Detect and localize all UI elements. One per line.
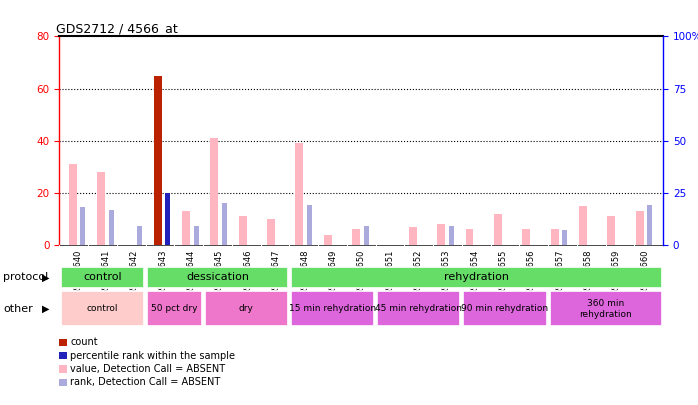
Text: rehydration: rehydration [444, 273, 509, 282]
Text: GDS2712 / 4566_at: GDS2712 / 4566_at [57, 22, 178, 35]
Bar [647, 205, 653, 245]
Text: 45 min rehydration: 45 min rehydration [376, 304, 462, 313]
Text: 15 min rehydration: 15 min rehydration [289, 304, 376, 313]
Text: value, Detection Call = ABSENT: value, Detection Call = ABSENT [70, 364, 225, 374]
Bar [562, 230, 567, 245]
Bar [291, 267, 662, 288]
Text: ▶: ▶ [42, 304, 49, 314]
Text: rank, Detection Call = ABSENT: rank, Detection Call = ABSENT [70, 377, 221, 387]
Text: ▶: ▶ [42, 273, 49, 282]
Text: control: control [83, 273, 121, 282]
Bar [239, 216, 246, 245]
Text: other: other [3, 304, 34, 314]
Bar [68, 164, 77, 245]
Bar [165, 193, 170, 245]
Bar [579, 206, 587, 245]
Bar [193, 226, 199, 245]
Text: 50 pct dry: 50 pct dry [151, 304, 198, 313]
Text: dessication: dessication [186, 273, 249, 282]
Text: protocol: protocol [3, 273, 49, 282]
Text: count: count [70, 337, 98, 347]
Bar [449, 226, 454, 245]
Bar [291, 292, 374, 326]
Bar [295, 143, 304, 245]
Bar [636, 211, 644, 245]
Bar [409, 227, 417, 245]
Bar [267, 219, 275, 245]
Bar [97, 172, 105, 245]
Text: percentile rank within the sample: percentile rank within the sample [70, 351, 235, 360]
Bar [307, 205, 312, 245]
Bar [607, 216, 615, 245]
Text: dry: dry [239, 304, 253, 313]
Bar [352, 229, 360, 245]
Bar [324, 234, 332, 245]
Bar [364, 226, 369, 245]
Bar [147, 267, 288, 288]
Bar [463, 292, 547, 326]
Bar [551, 229, 558, 245]
Bar [437, 224, 445, 245]
Text: 90 min rehydration: 90 min rehydration [461, 304, 549, 313]
Bar [222, 203, 227, 245]
Bar [210, 138, 218, 245]
Bar [147, 292, 202, 326]
Bar [205, 292, 288, 326]
Bar [377, 292, 461, 326]
Text: 360 min
rehydration: 360 min rehydration [579, 299, 632, 318]
Bar [466, 229, 473, 245]
Bar [522, 229, 530, 245]
Bar [61, 267, 144, 288]
Bar [494, 214, 502, 245]
Text: control: control [87, 304, 118, 313]
Bar [549, 292, 662, 326]
Bar [137, 226, 142, 245]
Bar [80, 207, 85, 245]
Bar [61, 292, 144, 326]
Bar [154, 76, 162, 245]
Bar [109, 209, 114, 245]
Bar [182, 211, 190, 245]
